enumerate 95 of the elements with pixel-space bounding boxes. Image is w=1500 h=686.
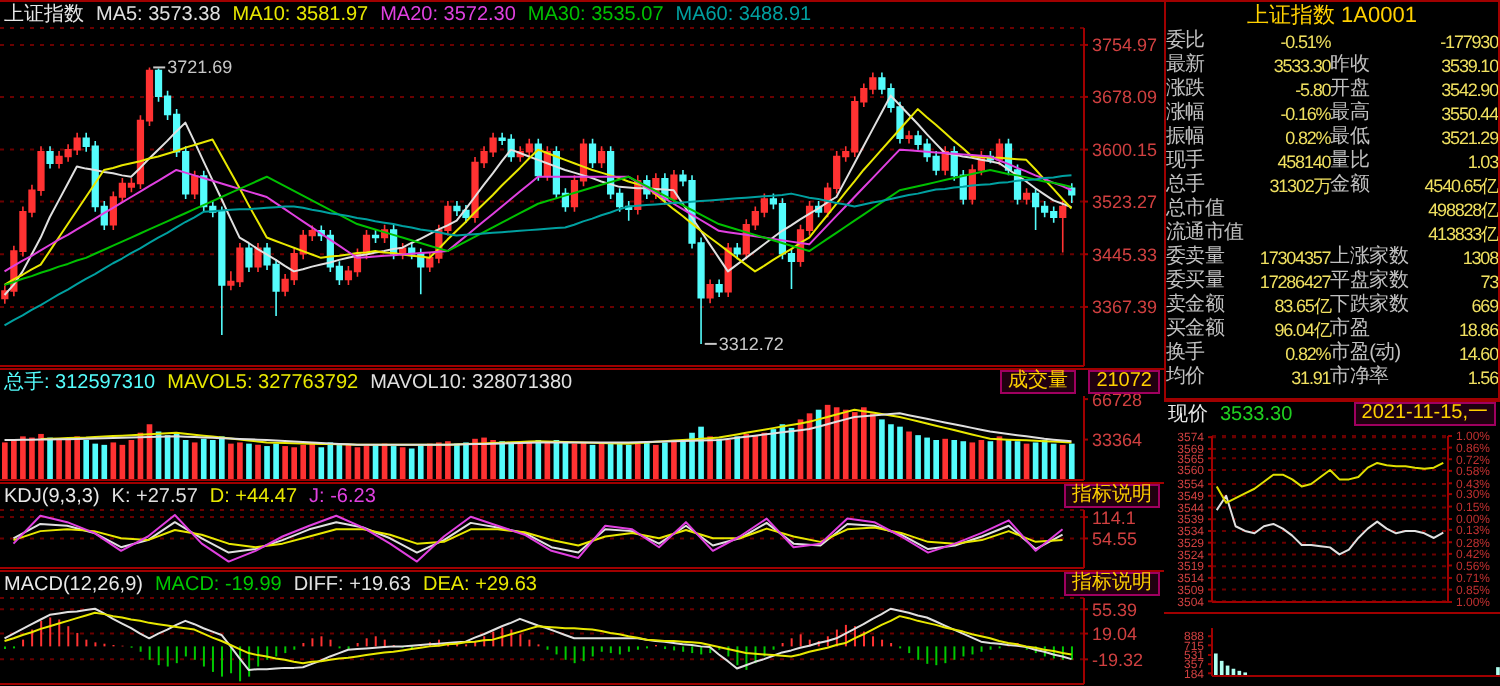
text: 市净率	[1330, 366, 1389, 388]
text: MAVOL5: 327763792	[167, 371, 359, 393]
text: 成交量	[1000, 370, 1077, 394]
chart-title: 上证指数	[4, 1, 84, 28]
text: 17304357	[1259, 248, 1331, 268]
chart-title: KDJ(9,3,3)	[4, 485, 100, 507]
annotation: 3721.69	[167, 57, 233, 78]
text: 指标说明	[1064, 484, 1160, 508]
text: -5.80	[1295, 80, 1331, 100]
text: MA60: 3488.91	[675, 3, 812, 25]
annotation: 3312.72	[718, 333, 784, 354]
text: 31302万	[1269, 176, 1331, 196]
text: 流通市值	[1166, 222, 1244, 244]
text: 总市值	[1166, 198, 1225, 220]
text: 金额	[1330, 174, 1370, 196]
text: 14.60	[1458, 344, 1498, 364]
text: 669	[1471, 296, 1498, 316]
text: 委比	[1166, 30, 1205, 52]
text: 3542.90	[1441, 80, 1498, 100]
text: 1.56	[1467, 368, 1498, 388]
series-label: DEA: +29.63	[422, 573, 537, 595]
text: 涨幅	[1166, 102, 1205, 124]
text: MA5: 3573.38	[96, 3, 221, 25]
text: 市盈(动)	[1330, 342, 1401, 364]
y-tick-label: 3523.27	[1092, 191, 1158, 212]
text: 最新	[1166, 54, 1205, 76]
series-label: K: +27.57	[111, 485, 198, 507]
text: 83.65亿	[1274, 296, 1331, 316]
text: 18.86	[1458, 320, 1498, 340]
y-tick-label: 114.1	[1092, 507, 1136, 528]
text: 现手	[1166, 150, 1205, 172]
chart-title: MACD(12,26,9)	[4, 573, 143, 595]
text: 最低	[1330, 126, 1370, 148]
text: 委卖量	[1166, 246, 1225, 268]
text: 498828亿	[1428, 200, 1498, 220]
text: DIFF: +19.63	[293, 573, 411, 595]
series-label: J: -6.23	[309, 485, 376, 507]
text: 1.03	[1467, 152, 1498, 172]
text: 市盈	[1330, 318, 1370, 340]
series-label: 总手: 312597310	[4, 369, 156, 396]
text: 开盘	[1330, 78, 1370, 100]
text: 振幅	[1166, 126, 1205, 148]
text: -0.16%	[1280, 104, 1331, 124]
text: 3539.10	[1441, 56, 1498, 76]
text: 上涨家数	[1330, 246, 1408, 268]
y-tick-label: 54.55	[1092, 528, 1138, 549]
text: 买金额	[1166, 318, 1225, 340]
text: MA10: 3581.97	[232, 3, 369, 25]
y-tick-label: 3367.39	[1092, 297, 1158, 318]
text: 换手	[1166, 342, 1205, 364]
text: 31.91	[1291, 368, 1331, 388]
y-tick-label: 3678.09	[1092, 87, 1158, 108]
text: 2021-11-15,一	[1353, 402, 1496, 426]
text: 4540.65亿	[1424, 176, 1498, 196]
text: 0.82%	[1285, 344, 1331, 364]
text: MA30: 3535.07	[527, 3, 664, 25]
text: 上证指数 1A0001	[1245, 2, 1419, 30]
text: 21072	[1088, 370, 1160, 394]
chart-title: 现价	[1168, 402, 1208, 428]
text: 昨收	[1330, 54, 1370, 76]
text: 413833亿	[1428, 224, 1498, 244]
y-tick-label: 19.04	[1092, 623, 1138, 644]
text: 1308	[1462, 248, 1498, 268]
y-tick-label: 3600.15	[1092, 139, 1158, 160]
text: 总手	[1166, 174, 1205, 196]
text: MA20: 3572.30	[380, 3, 516, 25]
y-tick-label: 3754.97	[1092, 35, 1158, 56]
text: 96.04亿	[1274, 320, 1331, 340]
text: 卖金额	[1166, 294, 1225, 316]
text: 下跌家数	[1330, 294, 1408, 316]
text: 量比	[1330, 150, 1370, 172]
text: 3521.29	[1441, 128, 1498, 148]
text: MAVOL10: 328071380	[370, 371, 573, 393]
text: 涨跌	[1166, 78, 1205, 100]
y-tick-label: 3445.33	[1092, 244, 1158, 265]
text: 0.82%	[1285, 128, 1331, 148]
text: MACD: -19.99	[154, 573, 282, 595]
y-tick-label: -19.32	[1092, 649, 1144, 670]
text: 最高	[1330, 102, 1370, 124]
y-tick-label: 33364	[1092, 429, 1143, 450]
text: 3550.44	[1441, 104, 1498, 124]
chart-subtitle: 3533.30	[1220, 403, 1293, 425]
text: 平盘家数	[1330, 270, 1408, 292]
text: -0.51%	[1280, 32, 1331, 52]
y-tick-label: 55.39	[1092, 599, 1138, 620]
text: -177930	[1440, 32, 1498, 52]
text: 委买量	[1166, 270, 1225, 292]
text: 458140	[1277, 152, 1331, 172]
text: 73	[1480, 272, 1498, 292]
text: 3533.30	[1273, 56, 1331, 76]
text: 均价	[1166, 366, 1205, 388]
series-label: D: +44.47	[209, 485, 298, 507]
text: 17286427	[1259, 272, 1331, 292]
text: 指标说明	[1064, 572, 1160, 596]
y-tick-label: 66728	[1092, 389, 1143, 410]
